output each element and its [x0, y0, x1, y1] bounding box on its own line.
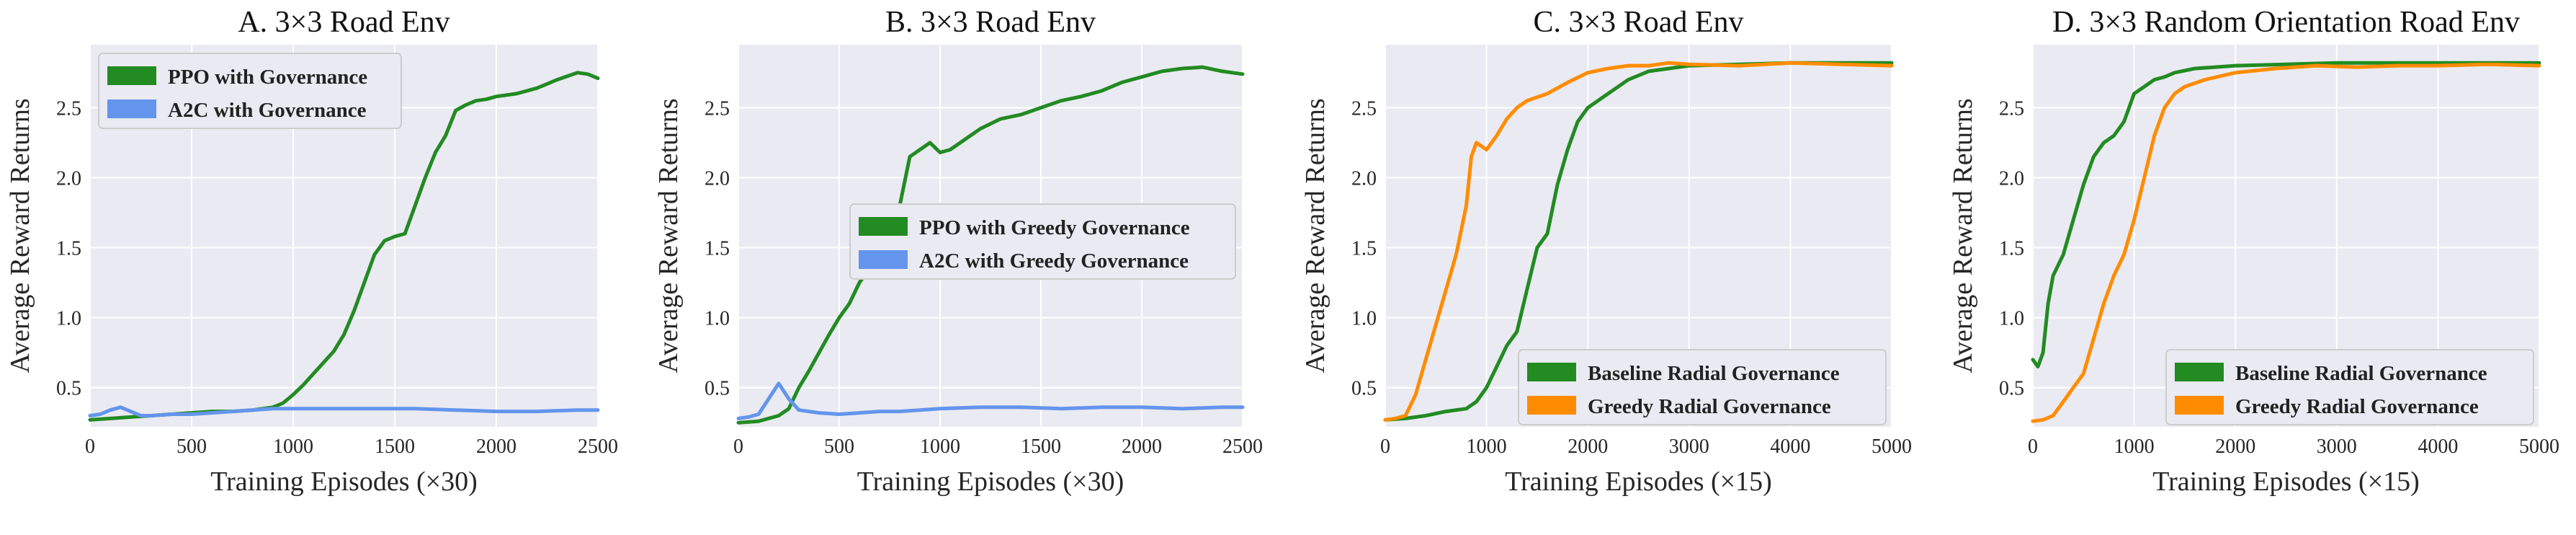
- y-tick-label: 1.5: [1999, 238, 2024, 260]
- legend-swatch: [1527, 396, 1576, 415]
- y-tick-label: 2.0: [705, 167, 730, 190]
- legend-swatch: [2175, 396, 2224, 415]
- chart-3-y-axis-label: Average Reward Returns: [1300, 98, 1331, 373]
- y-tick-label: 1.5: [705, 238, 730, 260]
- chart-2-y-axis-label: Average Reward Returns: [653, 98, 684, 373]
- y-tick-label: 0.5: [56, 378, 81, 400]
- legend-frame: [98, 53, 402, 129]
- chart-3: 0 1000 2000 3000 4000 5000 0.5 1.0 1.5 2.0 2.5 C. 3…: [1300, 6, 1912, 497]
- x-tick-label: 1500: [375, 435, 415, 458]
- x-tick-label: 5000: [1871, 435, 1912, 458]
- x-tick-label: 2000: [1122, 435, 1162, 458]
- series-line-2: [736, 381, 1245, 420]
- legend-label: Greedy Radial Governance: [1588, 395, 1831, 418]
- y-tick-label: 1.0: [1351, 308, 1377, 330]
- chart-2-legend: PPO with Greedy Governance A2C with Greed…: [849, 203, 1236, 280]
- chart-4-y-axis-label: Average Reward Returns: [1948, 98, 1978, 373]
- y-tick-label: 2.5: [705, 97, 730, 120]
- legend-swatch: [107, 66, 156, 85]
- chart-3-legend: Baseline Radial Governance Greedy Radial …: [1518, 349, 1887, 425]
- chart-3-x-axis-label: Training Episodes (×15): [1505, 467, 1771, 497]
- y-tick-label: 1.5: [56, 238, 81, 260]
- y-tick-label: 2.5: [1351, 97, 1377, 120]
- legend-frame: [849, 203, 1236, 280]
- x-tick-label: 1000: [1467, 435, 1507, 458]
- legend-frame: [2165, 349, 2534, 425]
- series-line-1: [2031, 61, 2541, 368]
- chart-2-title: B. 3×3 Road Env: [885, 6, 1096, 39]
- y-tick-label: 2.0: [1351, 167, 1377, 190]
- legend-swatch: [1527, 363, 1576, 381]
- chart-1: 0 500 1000 1500 2000 2500 0.5 1.0 1.5 2.0 2.5 A. 3×…: [5, 6, 618, 497]
- legend-label: A2C with Greedy Governance: [919, 249, 1189, 273]
- x-tick-label: 500: [176, 435, 207, 458]
- legend-label: Baseline Radial Governance: [1588, 362, 1840, 385]
- x-tick-label: 1500: [1021, 435, 1061, 458]
- legend-frame: [1518, 349, 1887, 425]
- y-tick-label: 0.5: [1999, 378, 2024, 400]
- chart-1-x-axis-label: Training Episodes (×30): [210, 467, 477, 497]
- legend-label: Baseline Radial Governance: [2235, 362, 2487, 385]
- chart-1-y-axis-label: Average Reward Returns: [5, 98, 35, 373]
- series-line-2: [88, 405, 600, 417]
- y-tick-label: 1.5: [1351, 238, 1377, 260]
- y-tick-label: 1.0: [1999, 308, 2024, 330]
- chart-4: 0 1000 2000 3000 4000 5000 0.5 1.0 1.5 2.0 2.5 D. 3…: [1948, 6, 2559, 497]
- x-tick-label: 500: [824, 435, 854, 458]
- x-tick-label: 3000: [2317, 435, 2357, 458]
- legend-label: Greedy Radial Governance: [2235, 395, 2479, 418]
- series-line-2: [1383, 61, 1894, 422]
- chart-3-title: C. 3×3 Road Env: [1533, 6, 1743, 39]
- series-line-2: [2031, 62, 2541, 423]
- chart-4-title: D. 3×3 Random Orientation Road Env: [2052, 6, 2520, 39]
- chart-1-title: A. 3×3 Road Env: [238, 6, 450, 39]
- legend-swatch: [859, 217, 908, 236]
- chart-4-x-axis-label: Training Episodes (×15): [2152, 467, 2419, 497]
- y-tick-label: 0.5: [1351, 378, 1377, 400]
- x-tick-label: 4000: [2418, 435, 2458, 458]
- x-tick-label: 0: [1380, 435, 1390, 458]
- series-line-1: [1383, 61, 1894, 422]
- legend-swatch: [2175, 363, 2224, 381]
- y-tick-label: 2.0: [56, 167, 81, 190]
- y-tick-label: 1.0: [56, 308, 81, 330]
- x-tick-label: 1000: [920, 435, 960, 458]
- legend-label: PPO with Greedy Governance: [919, 216, 1190, 239]
- x-tick-label: 3000: [1669, 435, 1709, 458]
- chart-2-x-axis-label: Training Episodes (×30): [857, 467, 1124, 497]
- chart-4-legend: Baseline Radial Governance Greedy Radial …: [2165, 349, 2534, 425]
- x-tick-label: 0: [2028, 435, 2038, 458]
- x-tick-label: 1000: [2114, 435, 2155, 458]
- series-line-1: [736, 65, 1245, 425]
- x-tick-label: 0: [733, 435, 743, 458]
- x-tick-label: 2000: [1567, 435, 1608, 458]
- x-tick-label: 2500: [578, 435, 618, 458]
- y-tick-label: 2.5: [1999, 97, 2024, 120]
- x-tick-label: 0: [85, 435, 95, 458]
- x-tick-label: 2500: [1222, 435, 1263, 458]
- legend-label: PPO with Governance: [168, 66, 367, 89]
- legend-swatch: [859, 250, 908, 269]
- x-tick-label: 5000: [2519, 435, 2559, 458]
- x-tick-label: 4000: [1770, 435, 1810, 458]
- y-tick-label: 2.5: [56, 97, 81, 120]
- x-tick-label: 2000: [476, 435, 516, 458]
- legend-label: A2C with Governance: [168, 99, 367, 122]
- chart-2: 0 500 1000 1500 2000 2500 0.5 1.0 1.5 2.0 2.5 B. 3×…: [653, 6, 1263, 497]
- y-tick-label: 2.0: [1999, 167, 2024, 190]
- x-tick-label: 2000: [2215, 435, 2255, 458]
- x-tick-label: 1000: [273, 435, 313, 458]
- y-tick-label: 1.0: [705, 308, 730, 330]
- legend-swatch: [107, 100, 156, 118]
- chart-1-legend: PPO with Governance A2C with Governance: [98, 53, 402, 129]
- y-tick-label: 0.5: [705, 378, 730, 400]
